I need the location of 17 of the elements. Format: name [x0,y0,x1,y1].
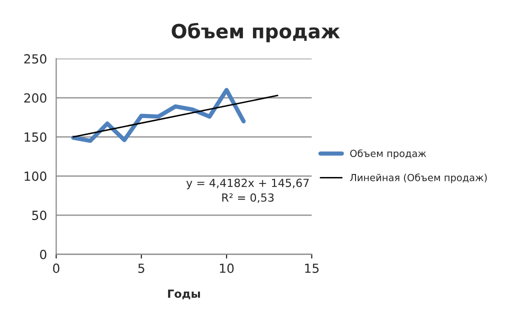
chart-title: Объем продаж [172,22,340,42]
annotation: y = 4,4182x + 145,67 [186,178,309,190]
line-series [71,88,246,143]
legend-label: Линейная (Объем продаж) [350,174,487,184]
y-tick-label: 200 [24,93,46,103]
y-tick-label: 150 [24,132,46,142]
x-tick-label: 10 [220,264,234,273]
x-tick-label: 15 [305,264,319,273]
y-tick-label: 100 [24,172,46,181]
annotation: R² = 0,53 [222,193,274,203]
x-axis-title: Годы [168,290,200,300]
x-tick-label: 0 [53,264,60,273]
y-tick-label: 0 [40,250,46,260]
y-tick-label: 50 [32,210,46,220]
x-tick-label: 5 [138,264,144,273]
legend-label: Объем продаж [350,149,426,159]
y-tick-label: 250 [24,54,46,64]
